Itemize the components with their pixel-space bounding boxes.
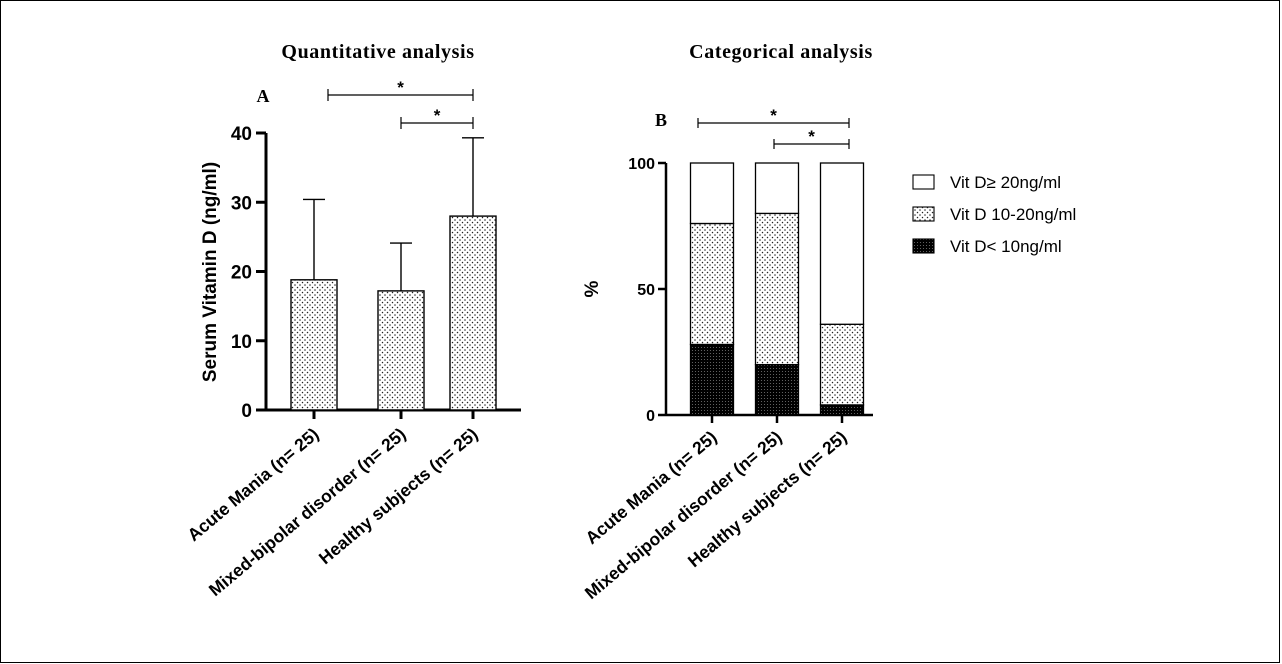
- chart-a-ylabel: Serum Vitamin D (ng/ml): [200, 162, 221, 382]
- y-tick-label: 30: [231, 193, 252, 214]
- stacked-bar-segment: [754, 363, 800, 416]
- bar: [377, 290, 425, 411]
- legend-swatch: [912, 174, 935, 190]
- significance-label: *: [397, 78, 404, 97]
- stacked-bar-segment: [819, 323, 865, 406]
- stacked-bar-segment: [754, 162, 800, 215]
- stacked-bar-segment: [754, 212, 800, 366]
- chart-b-legend: Vit D≥ 20ng/ml Vit D 10-20ng/ml Vit D< 10n…: [912, 173, 1076, 256]
- legend-label: Vit D 10-20ng/ml: [950, 205, 1076, 224]
- bar: [449, 215, 497, 411]
- significance-label: *: [434, 106, 441, 125]
- legend-label: Vit D< 10ng/ml: [950, 237, 1062, 256]
- y-tick-label: 100: [628, 156, 655, 173]
- y-tick-label: 40: [231, 124, 252, 145]
- stacked-bar-segment: [689, 162, 735, 225]
- chart-b-title: Categorical analysis: [689, 41, 873, 63]
- y-tick-label: 10: [231, 332, 252, 353]
- stacked-bar-segment: [689, 222, 735, 346]
- y-tick-label: 0: [646, 408, 655, 425]
- chart-b-ylabel: %: [582, 280, 603, 297]
- chart-b-panel-label: B: [655, 110, 667, 130]
- stacked-bar-segment: [689, 343, 735, 416]
- chart-a-panel-label: A: [257, 86, 270, 106]
- legend-label: Vit D≥ 20ng/ml: [950, 173, 1061, 192]
- y-tick-label: 0: [241, 401, 252, 422]
- legend-swatch: [912, 238, 935, 254]
- legend-swatch: [912, 206, 935, 222]
- significance-label: *: [808, 127, 815, 146]
- y-tick-label: 50: [637, 282, 655, 299]
- stacked-bar-segment: [819, 404, 865, 416]
- bar: [290, 279, 338, 411]
- stacked-bar-segment: [819, 162, 865, 325]
- y-tick-label: 20: [231, 263, 252, 284]
- chart-a-title: Quantitative analysis: [281, 41, 474, 63]
- significance-label: *: [770, 106, 777, 125]
